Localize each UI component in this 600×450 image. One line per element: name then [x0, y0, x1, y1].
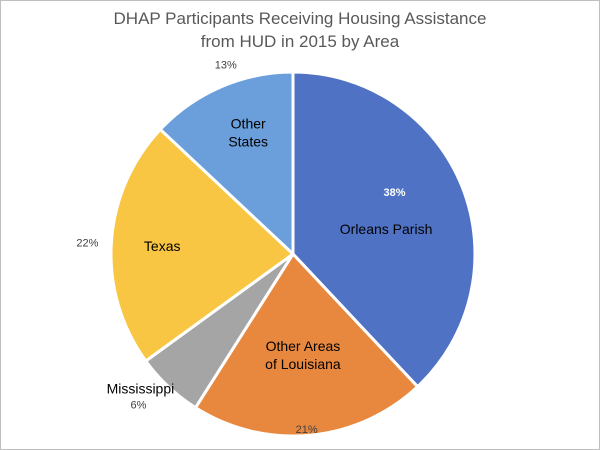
slice-value-mississippi: 6%	[130, 400, 146, 412]
slice-value-other-areas-of-louisiana: 21%	[296, 424, 318, 436]
pie-slice-texas	[109, 127, 295, 363]
slice-label-orleans-parish: Orleans Parish	[340, 221, 433, 237]
chart-title-line-1: DHAP Participants Receiving Housing Assi…	[113, 9, 487, 28]
slice-value-other-states: 13%	[215, 60, 237, 72]
pie-slice-other-areas-of-louisiana	[193, 252, 420, 438]
chart-title: DHAP Participants Receiving Housing Assi…	[1, 7, 599, 53]
slice-label-mississippi: Mississippi	[107, 381, 175, 397]
slice-label-other-states: Other States	[228, 115, 268, 149]
pie-slice-other-states	[158, 70, 295, 256]
slice-label-other-areas-of-louisiana: Other Areas of Louisiana	[265, 338, 341, 372]
pie-slice-orleans-parish	[291, 70, 477, 389]
slice-value-orleans-parish: 38%	[384, 187, 406, 199]
chart-title-line-2: from HUD in 2015 by Area	[200, 32, 400, 51]
slice-label-texas: Texas	[144, 238, 181, 254]
slice-value-texas: 22%	[76, 238, 98, 250]
